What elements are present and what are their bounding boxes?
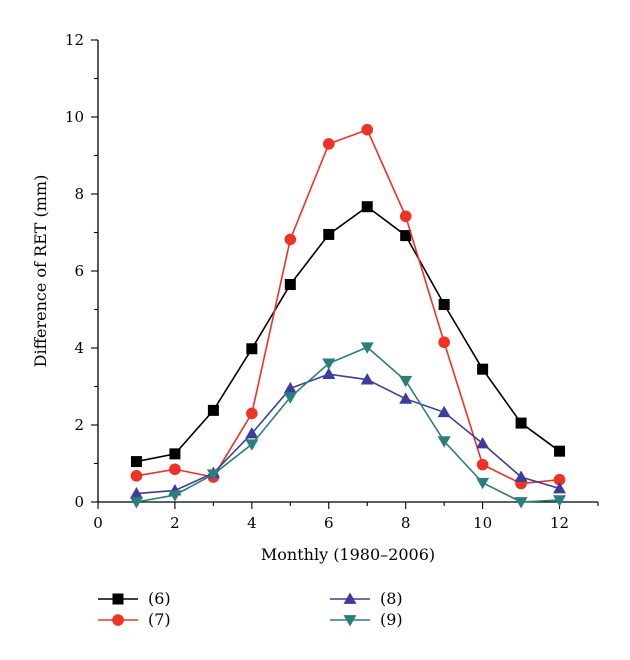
data-point xyxy=(246,343,258,355)
legend-marker xyxy=(112,593,124,605)
legend: (6) (7) (8) (9) xyxy=(98,589,403,629)
series-6 xyxy=(130,201,566,468)
legend-label: (9) xyxy=(380,610,403,629)
data-point xyxy=(437,405,451,418)
data-point xyxy=(514,470,528,482)
series-layer xyxy=(129,123,567,509)
data-point xyxy=(323,228,335,240)
x-tick-label: 6 xyxy=(324,514,334,532)
data-point xyxy=(476,436,490,449)
data-point xyxy=(360,373,374,385)
data-point xyxy=(360,342,374,354)
legend-label: (8) xyxy=(380,589,403,608)
x-axis-label: Monthly (1980–2006) xyxy=(261,545,435,564)
data-point xyxy=(515,417,527,429)
y-tick-label: 10 xyxy=(65,108,84,126)
y-tick-label: 2 xyxy=(74,416,84,434)
legend-marker xyxy=(343,592,357,604)
data-point xyxy=(283,392,297,404)
series-line xyxy=(136,205,561,463)
series-9 xyxy=(129,342,567,509)
data-point xyxy=(477,363,489,375)
data-point xyxy=(361,123,374,136)
data-point xyxy=(514,497,528,509)
y-tick-label: 0 xyxy=(74,493,84,511)
y-tick-label: 4 xyxy=(74,339,84,357)
data-point xyxy=(245,439,259,451)
data-point xyxy=(399,375,413,388)
data-point xyxy=(284,233,297,246)
data-point xyxy=(322,358,336,370)
data-point xyxy=(130,456,142,468)
legend-label: (7) xyxy=(148,610,171,629)
x-tick-label: 12 xyxy=(550,514,569,532)
data-point xyxy=(476,458,489,471)
data-point xyxy=(361,201,373,213)
data-point xyxy=(438,298,450,310)
series-line xyxy=(136,128,560,485)
data-point xyxy=(322,138,335,150)
data-point xyxy=(206,469,220,481)
data-point xyxy=(553,473,566,486)
series-7 xyxy=(130,123,566,490)
legend-item: (9) xyxy=(330,610,403,629)
data-point xyxy=(207,404,219,416)
data-point xyxy=(438,336,450,349)
data-point xyxy=(129,487,143,499)
legend-label: (6) xyxy=(148,589,171,608)
data-point xyxy=(399,210,412,223)
data-point xyxy=(283,381,297,394)
x-tick-label: 10 xyxy=(473,514,492,532)
data-point xyxy=(168,490,182,502)
data-point xyxy=(400,230,412,242)
y-axis-label: Difference of RET (mm) xyxy=(31,175,50,368)
y-tick-label: 6 xyxy=(74,262,84,280)
x-tick-label: 4 xyxy=(247,514,257,532)
data-point xyxy=(129,497,143,509)
legend-marker xyxy=(343,615,357,627)
series-line xyxy=(136,373,560,495)
data-point xyxy=(284,278,296,290)
series-line xyxy=(136,346,560,503)
data-point xyxy=(437,436,451,448)
data-point xyxy=(322,367,336,380)
legend-item: (8) xyxy=(330,589,403,608)
x-tick-label: 0 xyxy=(93,514,103,532)
y-tick-label: 12 xyxy=(65,31,84,49)
data-point xyxy=(169,463,181,476)
x-tick-label: 2 xyxy=(170,514,180,532)
legend-marker xyxy=(112,614,124,626)
y-tick-label: 8 xyxy=(74,185,84,203)
series-8 xyxy=(129,367,567,499)
data-point xyxy=(245,426,259,439)
data-point xyxy=(476,477,490,490)
legend-item: (7) xyxy=(98,610,171,629)
data-point xyxy=(554,445,566,457)
data-point xyxy=(553,482,567,494)
data-point xyxy=(399,392,413,404)
data-point xyxy=(169,448,181,460)
data-point xyxy=(246,407,258,420)
data-point xyxy=(553,495,567,507)
data-point xyxy=(130,470,143,482)
x-tick-label: 8 xyxy=(401,514,411,532)
legend-item: (6) xyxy=(98,589,171,608)
axes: 0 2 4 6 8 10 12 0 2 4 6 8 10 12 xyxy=(65,31,599,532)
